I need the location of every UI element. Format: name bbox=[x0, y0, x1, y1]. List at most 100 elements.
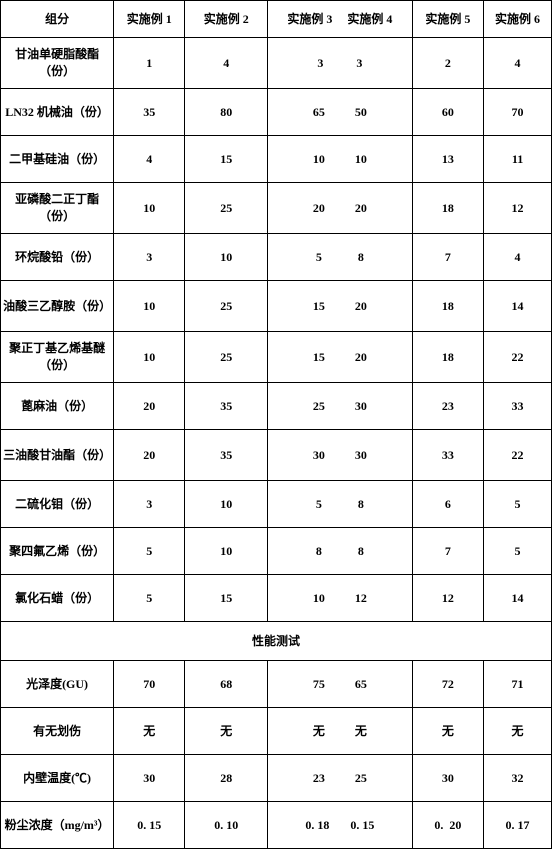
cell-value: 14 bbox=[484, 281, 552, 332]
cell-value: 0. 20 bbox=[412, 802, 483, 849]
cell-value: 22 bbox=[484, 332, 552, 383]
cell-value: 20 20 bbox=[267, 183, 412, 234]
cell-value: 23 bbox=[412, 383, 483, 430]
cell-value: 25 bbox=[185, 332, 268, 383]
table-row: 环烷酸铅（份）3105 874 bbox=[1, 234, 552, 281]
cell-value: 18 bbox=[412, 332, 483, 383]
cell-value: 15 bbox=[185, 575, 268, 622]
cell-value: 70 bbox=[114, 661, 185, 708]
cell-value: 18 bbox=[412, 281, 483, 332]
cell-value: 12 bbox=[412, 575, 483, 622]
table-row: 聚四氟乙烯（份）5108 875 bbox=[1, 528, 552, 575]
cell-value: 20 bbox=[114, 383, 185, 430]
cell-value: 2 bbox=[412, 38, 483, 89]
cell-value: 20 bbox=[114, 430, 185, 481]
row-label: 二硫化钼（份） bbox=[1, 481, 114, 528]
cell-value: 3 bbox=[114, 234, 185, 281]
column-header: 实施例 6 bbox=[484, 1, 552, 38]
row-label: 内壁温度(℃) bbox=[1, 755, 114, 802]
cell-value: 10 bbox=[185, 234, 268, 281]
cell-value: 75 65 bbox=[267, 661, 412, 708]
cell-value: 14 bbox=[484, 575, 552, 622]
cell-value: 30 bbox=[114, 755, 185, 802]
row-label: 蓖麻油（份） bbox=[1, 383, 114, 430]
cell-value: 5 bbox=[114, 528, 185, 575]
cell-value: 22 bbox=[484, 430, 552, 481]
cell-value: 10 bbox=[185, 528, 268, 575]
row-label: 二甲基硅油（份） bbox=[1, 136, 114, 183]
row-label: 聚四氟乙烯（份） bbox=[1, 528, 114, 575]
cell-value: 10 12 bbox=[267, 575, 412, 622]
row-label: 油酸三乙醇胺（份） bbox=[1, 281, 114, 332]
cell-value: 25 bbox=[185, 183, 268, 234]
cell-value: 35 bbox=[185, 383, 268, 430]
cell-value: 7 bbox=[412, 234, 483, 281]
cell-value: 70 bbox=[484, 89, 552, 136]
cell-value: 13 bbox=[412, 136, 483, 183]
row-label: 氯化石蜡（份） bbox=[1, 575, 114, 622]
cell-value: 5 bbox=[484, 528, 552, 575]
column-header: 实施例 1 bbox=[114, 1, 185, 38]
cell-value: 28 bbox=[185, 755, 268, 802]
cell-value: 60 bbox=[412, 89, 483, 136]
cell-value: 无 bbox=[412, 708, 483, 755]
column-header: 实施例 5 bbox=[412, 1, 483, 38]
cell-value: 4 bbox=[484, 234, 552, 281]
cell-value: 10 10 bbox=[267, 136, 412, 183]
cell-value: 5 bbox=[484, 481, 552, 528]
row-label: 三油酸甘油酯（份） bbox=[1, 430, 114, 481]
cell-value: 68 bbox=[185, 661, 268, 708]
row-label: LN32 机械油（份） bbox=[1, 89, 114, 136]
table-row: LN32 机械油（份）358065 506070 bbox=[1, 89, 552, 136]
table-row: 光泽度(GU)706875 657271 bbox=[1, 661, 552, 708]
cell-value: 80 bbox=[185, 89, 268, 136]
section-title: 性能测试 bbox=[1, 622, 552, 661]
table-row: 有无划伤无无无 无无无 bbox=[1, 708, 552, 755]
cell-value: 33 bbox=[412, 430, 483, 481]
cell-value: 5 bbox=[114, 575, 185, 622]
column-header: 实施例 2 bbox=[185, 1, 268, 38]
cell-value: 35 bbox=[185, 430, 268, 481]
row-label: 环烷酸铅（份） bbox=[1, 234, 114, 281]
cell-value: 15 20 bbox=[267, 281, 412, 332]
cell-value: 15 bbox=[185, 136, 268, 183]
row-label: 光泽度(GU) bbox=[1, 661, 114, 708]
column-header: 实施例 3 实施例 4 bbox=[267, 1, 412, 38]
table-row: 聚正丁基乙烯基醚（份）102515 201822 bbox=[1, 332, 552, 383]
cell-value: 4 bbox=[185, 38, 268, 89]
cell-value: 0. 17 bbox=[484, 802, 552, 849]
table-row: 二硫化钼（份）3105 865 bbox=[1, 481, 552, 528]
cell-value: 65 50 bbox=[267, 89, 412, 136]
cell-value: 18 bbox=[412, 183, 483, 234]
cell-value: 72 bbox=[412, 661, 483, 708]
table-row: 三油酸甘油酯（份）203530 303322 bbox=[1, 430, 552, 481]
cell-value: 5 8 bbox=[267, 481, 412, 528]
cell-value: 3 3 bbox=[267, 38, 412, 89]
cell-value: 5 8 bbox=[267, 234, 412, 281]
row-label: 粉尘浓度（mg/m³） bbox=[1, 802, 114, 849]
table-row: 蓖麻油（份）203525 302333 bbox=[1, 383, 552, 430]
cell-value: 12 bbox=[484, 183, 552, 234]
row-label: 甘油单硬脂酸酯（份） bbox=[1, 38, 114, 89]
data-table: 组分实施例 1实施例 2实施例 3 实施例 4实施例 5实施例 6甘油单硬脂酸酯… bbox=[0, 0, 552, 849]
cell-value: 32 bbox=[484, 755, 552, 802]
cell-value: 4 bbox=[114, 136, 185, 183]
cell-value: 25 30 bbox=[267, 383, 412, 430]
cell-value: 71 bbox=[484, 661, 552, 708]
cell-value: 1 bbox=[114, 38, 185, 89]
cell-value: 无 bbox=[114, 708, 185, 755]
column-header: 组分 bbox=[1, 1, 114, 38]
row-label: 亚磷酸二正丁酯（份） bbox=[1, 183, 114, 234]
table-header-row: 组分实施例 1实施例 2实施例 3 实施例 4实施例 5实施例 6 bbox=[1, 1, 552, 38]
cell-value: 10 bbox=[185, 481, 268, 528]
table-row: 油酸三乙醇胺（份）102515 201814 bbox=[1, 281, 552, 332]
row-label: 有无划伤 bbox=[1, 708, 114, 755]
table-row: 亚磷酸二正丁酯（份）102520 201812 bbox=[1, 183, 552, 234]
table-row: 内壁温度(℃)302823 253032 bbox=[1, 755, 552, 802]
cell-value: 15 20 bbox=[267, 332, 412, 383]
cell-value: 10 bbox=[114, 281, 185, 332]
table-row: 氯化石蜡（份）51510 121214 bbox=[1, 575, 552, 622]
cell-value: 30 30 bbox=[267, 430, 412, 481]
table-row: 粉尘浓度（mg/m³）0. 150. 100. 18 0. 150. 200. … bbox=[1, 802, 552, 849]
cell-value: 0. 18 0. 15 bbox=[267, 802, 412, 849]
